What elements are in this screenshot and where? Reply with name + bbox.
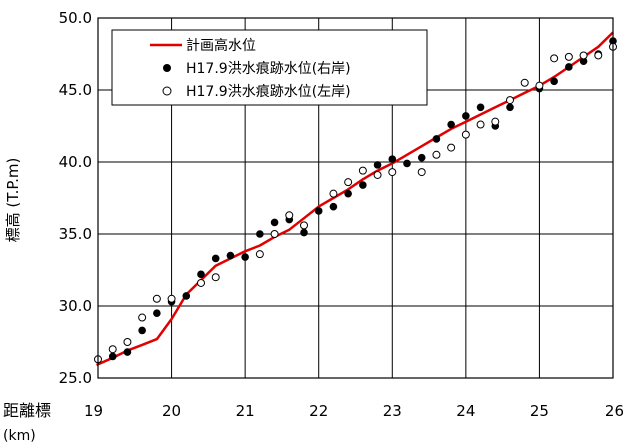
right-bank-point [300,228,308,237]
right-bank-point [403,159,411,168]
left-bank-point [108,345,117,354]
left-bank-point [506,96,514,105]
right-bank-point [314,207,323,215]
right-bank-point [550,77,558,86]
left-bank-point [476,120,485,129]
left-bank-point [123,338,132,346]
left-bank-point [550,54,559,63]
y-tick-labels: 25.0 30.0 35.0 40.0 45.0 50.0 [59,9,92,387]
right-bank-point [417,153,426,162]
left-bank-point [358,166,367,175]
right-bank-point [182,292,191,300]
y-tick-label: 25.0 [59,369,92,387]
x-tick-label: 19 [84,402,103,420]
right-bank-point [344,189,352,198]
right-bank-point [256,230,264,238]
right-bank-point [197,270,205,279]
y-tick-label: 35.0 [59,225,92,243]
left-bank-point [579,51,588,60]
right-bank-point [123,348,132,356]
left-bank-point [388,168,397,177]
left-bank-point [138,313,147,322]
y-tick-label: 50.0 [59,9,92,27]
x-tick-label: 26 [605,402,624,420]
left-bank-point [255,250,264,259]
right-bank-point [153,309,161,318]
x-axis-label: 距離標 [3,401,51,420]
legend-swatch-left [162,86,172,96]
left-bank-point [285,211,294,220]
left-bank-point [461,130,470,139]
y-tick-label: 40.0 [59,153,92,171]
x-tick-label: 20 [162,402,181,420]
right-bank-point [447,120,455,129]
x-tick-label: 22 [309,402,328,420]
legend: 計画高水位 H17.9洪水痕跡水位(右岸) H17.9洪水痕跡水位(左岸) [111,29,428,106]
left-bank-point [447,143,456,152]
right-bank-point [462,112,470,120]
left-bank-point [197,278,205,287]
left-bank-point [167,294,176,303]
right-bank-point [565,63,573,71]
left-bank-point [594,51,603,60]
right-bank-point [359,181,367,189]
left-bank-point [535,81,544,90]
right-bank-point [138,326,146,335]
legend-swatch-right [163,64,171,72]
left-bank-series [94,42,617,364]
right-bank-point [432,135,441,143]
right-bank-point [388,155,397,163]
right-bank-point [476,103,485,112]
left-bank-point [211,273,220,282]
right-bank-point [270,218,279,227]
left-bank-point [491,117,500,126]
legend-label-right: H17.9洪水痕跡水位(右岸) [186,61,351,77]
right-bank-point [226,251,235,260]
x-tick-label: 21 [236,402,255,420]
right-bank-point [579,57,588,65]
right-bank-point [241,253,249,261]
left-bank-point [152,294,161,303]
right-bank-point [329,202,338,211]
left-bank-point [373,170,382,179]
x-tick-label: 25 [530,402,549,420]
left-bank-point [329,189,338,198]
x-tick-labels: 19 20 21 22 23 24 25 26 [84,402,624,420]
plot-frame [97,17,614,379]
x-tick-label: 24 [456,402,475,420]
left-bank-point [417,168,426,177]
left-bank-point [432,150,441,159]
legend-label-left: H17.9洪水痕跡水位(左岸) [186,84,351,100]
x-axis-unit: (km) [3,428,36,444]
right-bank-point [373,161,382,169]
y-tick-label: 45.0 [59,81,92,99]
y-axis-label: 標高 (T.P.m) [4,158,22,243]
left-bank-point [520,78,529,87]
left-bank-point [270,230,279,238]
right-bank-point [211,254,220,263]
right-bank-point [506,103,514,112]
x-tick-label: 23 [383,402,402,420]
left-bank-point [300,221,308,230]
right-bank-point [108,352,117,361]
legend-label-plan: 計画高水位 [186,37,256,54]
left-bank-point [564,52,573,61]
y-tick-label: 30.0 [59,297,92,315]
left-bank-point [344,178,353,187]
